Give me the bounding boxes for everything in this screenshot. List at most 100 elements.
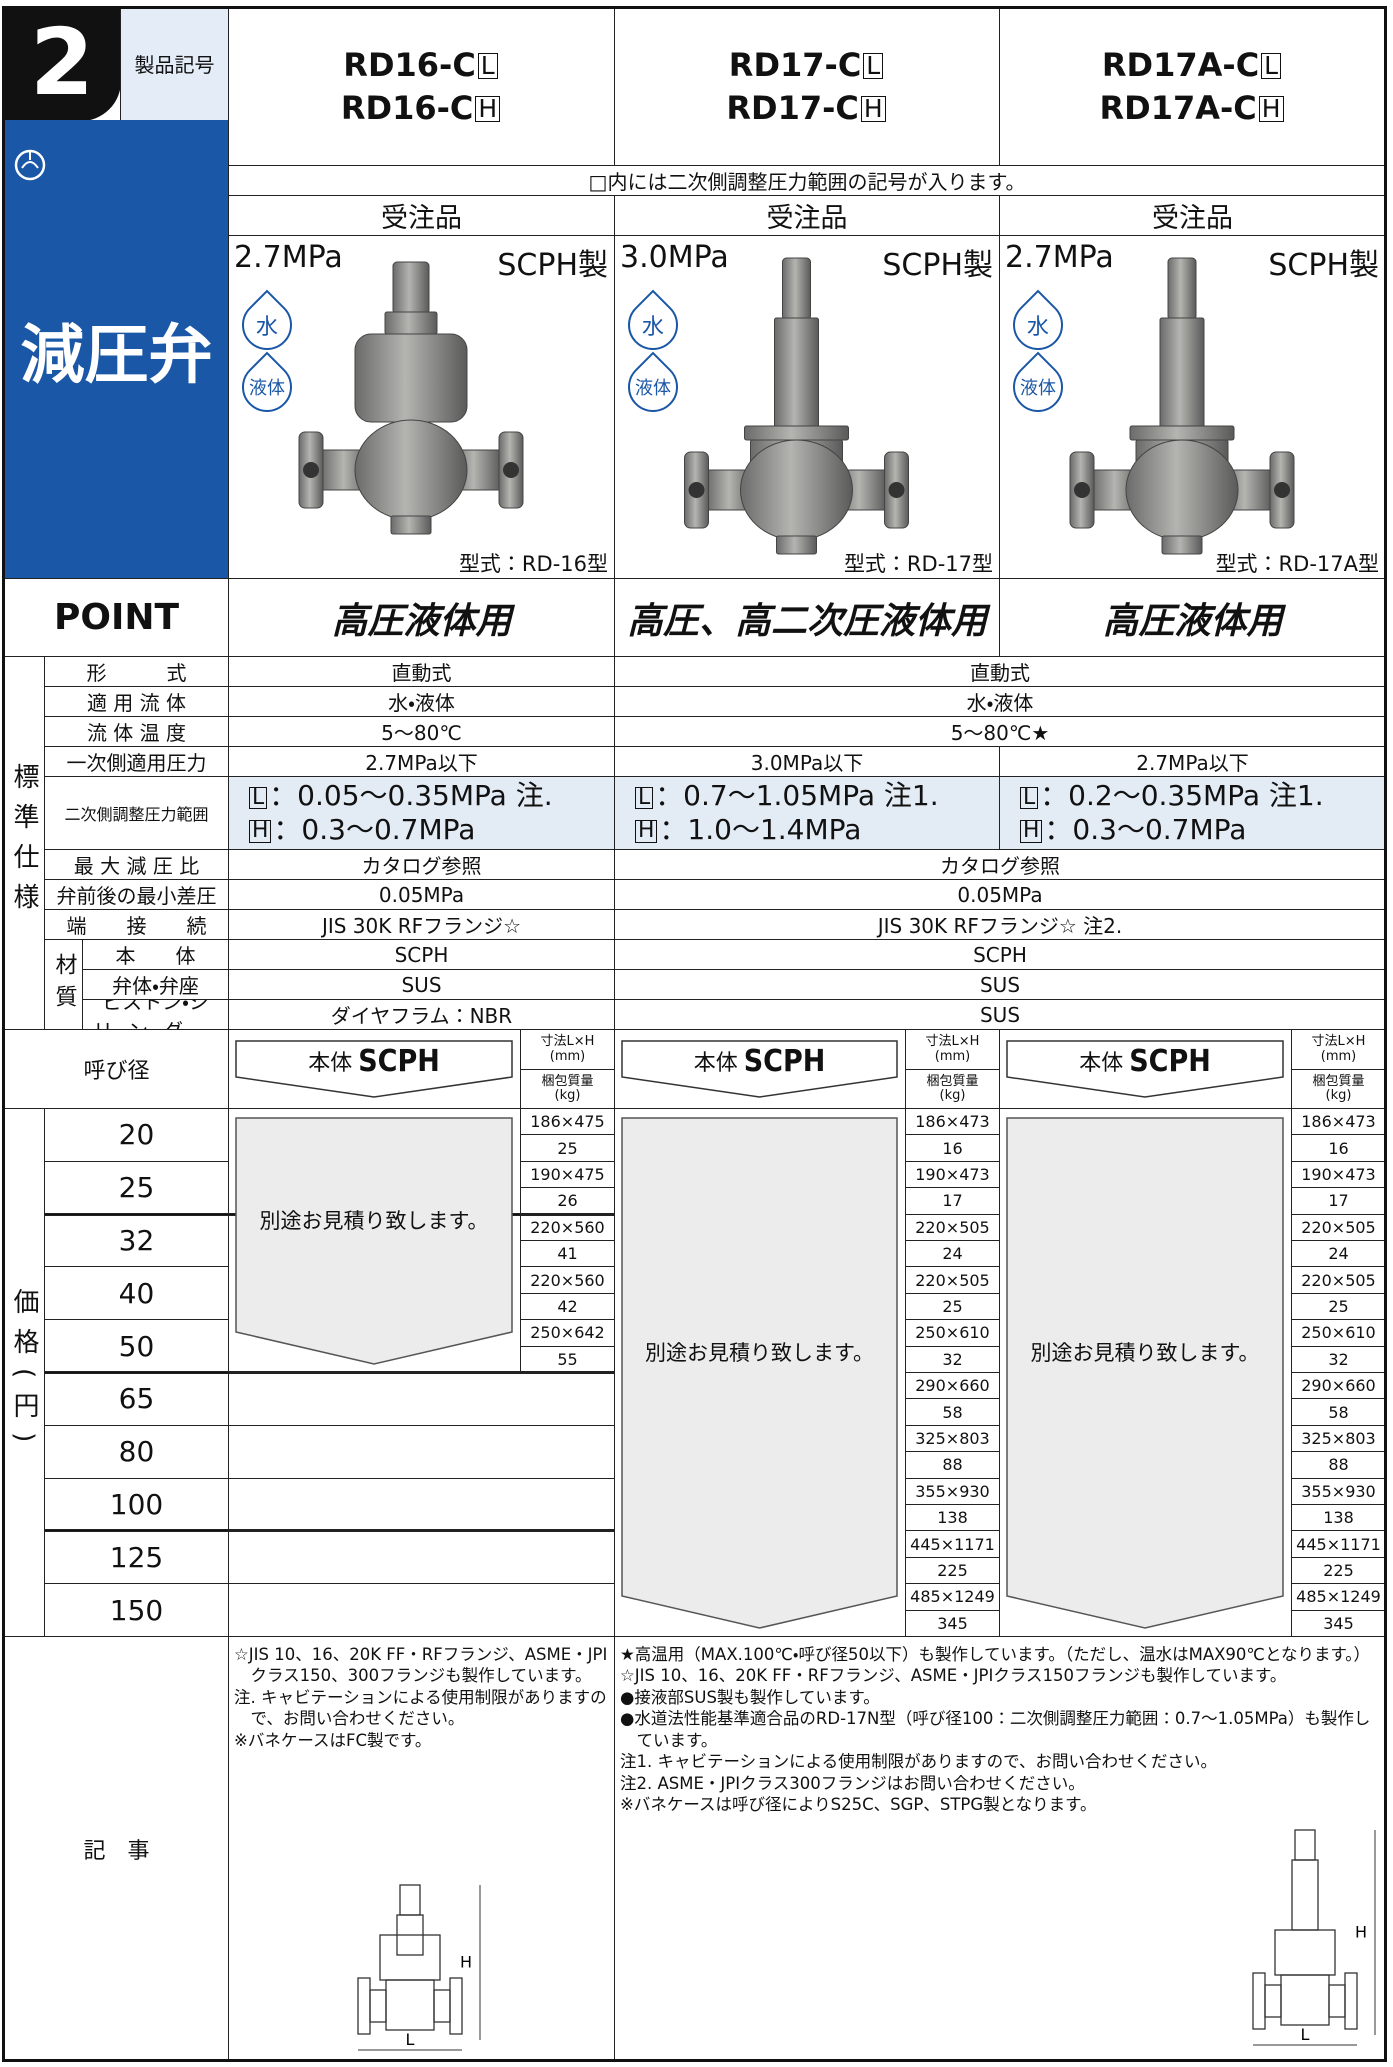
valve-part	[1161, 535, 1203, 555]
range-line: H ：1.0〜1.4MPa	[633, 813, 861, 847]
product-code: RD17-C L	[729, 44, 885, 87]
note: 注1. キャビテーションによる使用制限がありますので、お問い合わせください。	[620, 1752, 1218, 1772]
quote-arrow	[621, 1117, 898, 1629]
badge-label-area: 製品記号	[120, 8, 229, 121]
weight-header-text: 梱包質量	[1312, 1073, 1365, 1089]
note: ●水道法性能基準適合品のRD-17N型（呼び径100：二次側調整圧力範囲：0.7…	[620, 1709, 1371, 1750]
range-text: ：0.3〜0.7MPa	[1044, 813, 1247, 846]
body-material: SCPH	[743, 1043, 826, 1079]
code-prefix: RD16-C	[343, 45, 476, 84]
material: SCPH製	[882, 248, 993, 283]
valve-part	[390, 515, 432, 535]
body-header: 本体 SCPH	[236, 1043, 512, 1079]
range-line: H ：0.3〜0.7MPa	[247, 813, 475, 847]
media-label: 液体	[249, 378, 285, 399]
boxed-letter: H	[249, 820, 272, 844]
media-label: 液体	[635, 378, 671, 399]
body-header: 本体 SCPH	[1007, 1043, 1283, 1079]
badge-number: 2	[29, 8, 94, 116]
range-text: ：0.2〜0.35MPa 注1.	[1040, 779, 1324, 813]
spec-value: L ：0.2〜0.35MPa 注1. H ：0.3〜0.7MPa	[999, 776, 1386, 850]
drawing-line	[1274, 1929, 1336, 1976]
code-prefix: RD17-C	[726, 89, 859, 127]
valve-bore	[503, 462, 519, 478]
boxed-letter: H	[635, 820, 658, 844]
model: 型式：RD-17型	[843, 552, 993, 576]
boxed-letter: L	[863, 52, 884, 79]
product-code: RD17A-C H	[1099, 87, 1285, 130]
material: SCPH製	[497, 248, 608, 283]
range-text: ：1.0〜1.4MPa	[659, 813, 862, 846]
dim-header-text: (mm)	[934, 1048, 971, 1064]
dim-header-text: 寸法L×H	[1311, 1034, 1366, 1050]
drawing-line	[369, 1989, 387, 2023]
valve-part	[1159, 317, 1205, 429]
header-arrow	[1006, 1040, 1284, 1098]
range-line: L ：0.2〜0.35MPa 注1.	[1018, 779, 1324, 813]
weight-header-text: (kg)	[554, 1088, 581, 1103]
body-material: SCPH	[1129, 1043, 1211, 1079]
material: SCPH製	[1268, 248, 1379, 283]
boxed-letter: L	[1020, 786, 1039, 810]
quote: 別途お見積り致します。	[1030, 1341, 1260, 1365]
note: ☆JIS 10、16、20K FF・RFフランジ、ASME・JPIクラス150、…	[234, 1645, 608, 1686]
pressure: 3.0MPa	[620, 240, 729, 275]
note: 注. キャビテーションによる使用制限がありますので、お問い合わせください。	[234, 1687, 607, 1729]
drawing-line	[1328, 1984, 1346, 2018]
note: ※バネケースは呼び径によりS25C、SGP、STPG製となります。	[620, 1795, 1097, 1815]
product-code-cell: RD16-C L RD16-C H	[228, 8, 615, 166]
valve-bore	[888, 482, 905, 498]
drawing-line	[357, 1977, 371, 2035]
boxed-letter: L	[1261, 52, 1282, 79]
dimension-label: L	[406, 2030, 415, 2049]
category-panel: 減圧弁	[4, 120, 229, 579]
valve-body	[354, 419, 468, 521]
logo-mark	[21, 152, 39, 169]
drawing-line	[449, 1977, 463, 2035]
boxed-letter: H	[860, 96, 886, 122]
drawing-line	[1280, 1974, 1330, 2026]
quote: 別途お見積り致します。	[645, 1341, 874, 1365]
valve-part	[354, 333, 468, 423]
spec-value: SCPH	[228, 939, 615, 970]
range-text: ：0.7〜1.05MPa 注1.	[655, 779, 939, 813]
drawing-line	[1264, 1984, 1282, 2018]
dimension-label: H	[460, 1953, 472, 1972]
spec-label: 適 用 流 体	[44, 686, 229, 717]
note: ☆JIS 10、16、20K FF・RFフランジ、ASME・JPIクラス150フ…	[620, 1666, 1287, 1686]
drawing-line	[385, 1979, 435, 2031]
quote-arrow	[235, 1117, 513, 1365]
range-text: ：0.3〜0.7MPa	[273, 813, 476, 846]
drawing-line	[1252, 1972, 1266, 2030]
product-code: RD17-C H	[726, 87, 887, 130]
badge-area	[4, 8, 121, 121]
spec-label: 流 体 温 度	[44, 716, 229, 747]
quote-arrow	[1006, 1117, 1284, 1629]
boxed-letter: L	[249, 786, 268, 810]
pressure: 2.7MPa	[1005, 240, 1114, 275]
weight-header-text: 梱包質量	[541, 1073, 594, 1089]
product-code: RD16-C L	[343, 44, 499, 87]
drawing-line	[433, 1989, 451, 2023]
dim-header-text: (mm)	[549, 1048, 586, 1064]
boxed-letter: L	[635, 786, 654, 810]
valve-part	[744, 425, 849, 441]
valve-bore	[688, 482, 705, 498]
notes-list: ★高温用（MAX.100℃・呼び径50以下）も製作しています。（ただし、温水はM…	[620, 1644, 1379, 1904]
spec-value: L ：0.7〜1.05MPa 注1. H ：1.0〜1.4MPa	[614, 776, 1000, 850]
quote: 別途お見積り致します。	[259, 1209, 489, 1233]
valve-body	[1125, 439, 1239, 541]
code-prefix: RD17-C	[728, 45, 862, 84]
media-label: 液体	[1020, 378, 1056, 399]
valve-body	[740, 439, 853, 541]
dim-header-text: 寸法L×H	[925, 1034, 980, 1050]
model: 型式：RD-16型	[458, 552, 608, 576]
body-label: 本体	[1079, 1051, 1124, 1076]
header-arrow	[235, 1040, 513, 1098]
range-line: L ：0.05〜0.35MPa 注.	[247, 779, 553, 813]
valve-part	[776, 535, 817, 555]
drawing-line	[379, 1934, 441, 1981]
point-label: POINT	[4, 578, 229, 657]
boxed-letter: H	[475, 96, 501, 122]
